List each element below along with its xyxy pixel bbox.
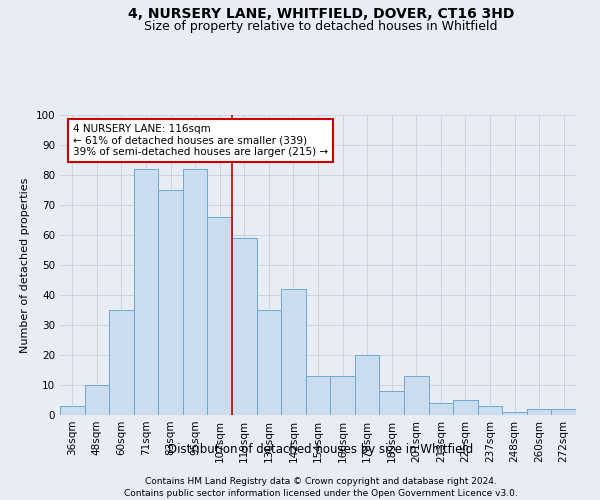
Bar <box>428 403 453 415</box>
Text: Contains HM Land Registry data © Crown copyright and database right 2024.: Contains HM Land Registry data © Crown c… <box>145 478 497 486</box>
Text: Size of property relative to detached houses in Whitfield: Size of property relative to detached ho… <box>144 20 498 33</box>
Bar <box>453 400 478 415</box>
Bar <box>232 238 257 415</box>
Bar <box>208 217 232 415</box>
Bar <box>478 406 502 415</box>
Bar <box>502 412 527 415</box>
Bar <box>330 376 355 415</box>
Bar <box>306 376 330 415</box>
Text: Distribution of detached houses by size in Whitfield: Distribution of detached houses by size … <box>169 442 473 456</box>
Bar <box>60 406 85 415</box>
Bar <box>404 376 428 415</box>
Bar <box>85 385 109 415</box>
Bar <box>527 409 551 415</box>
Bar <box>183 169 208 415</box>
Bar <box>379 391 404 415</box>
Text: 4 NURSERY LANE: 116sqm
← 61% of detached houses are smaller (339)
39% of semi-de: 4 NURSERY LANE: 116sqm ← 61% of detached… <box>73 124 328 157</box>
Bar <box>257 310 281 415</box>
Y-axis label: Number of detached properties: Number of detached properties <box>20 178 30 352</box>
Bar <box>134 169 158 415</box>
Bar <box>281 289 306 415</box>
Bar <box>355 355 379 415</box>
Text: Contains public sector information licensed under the Open Government Licence v3: Contains public sector information licen… <box>124 489 518 498</box>
Text: 4, NURSERY LANE, WHITFIELD, DOVER, CT16 3HD: 4, NURSERY LANE, WHITFIELD, DOVER, CT16 … <box>128 8 514 22</box>
Bar <box>158 190 183 415</box>
Bar <box>109 310 134 415</box>
Bar <box>551 409 576 415</box>
